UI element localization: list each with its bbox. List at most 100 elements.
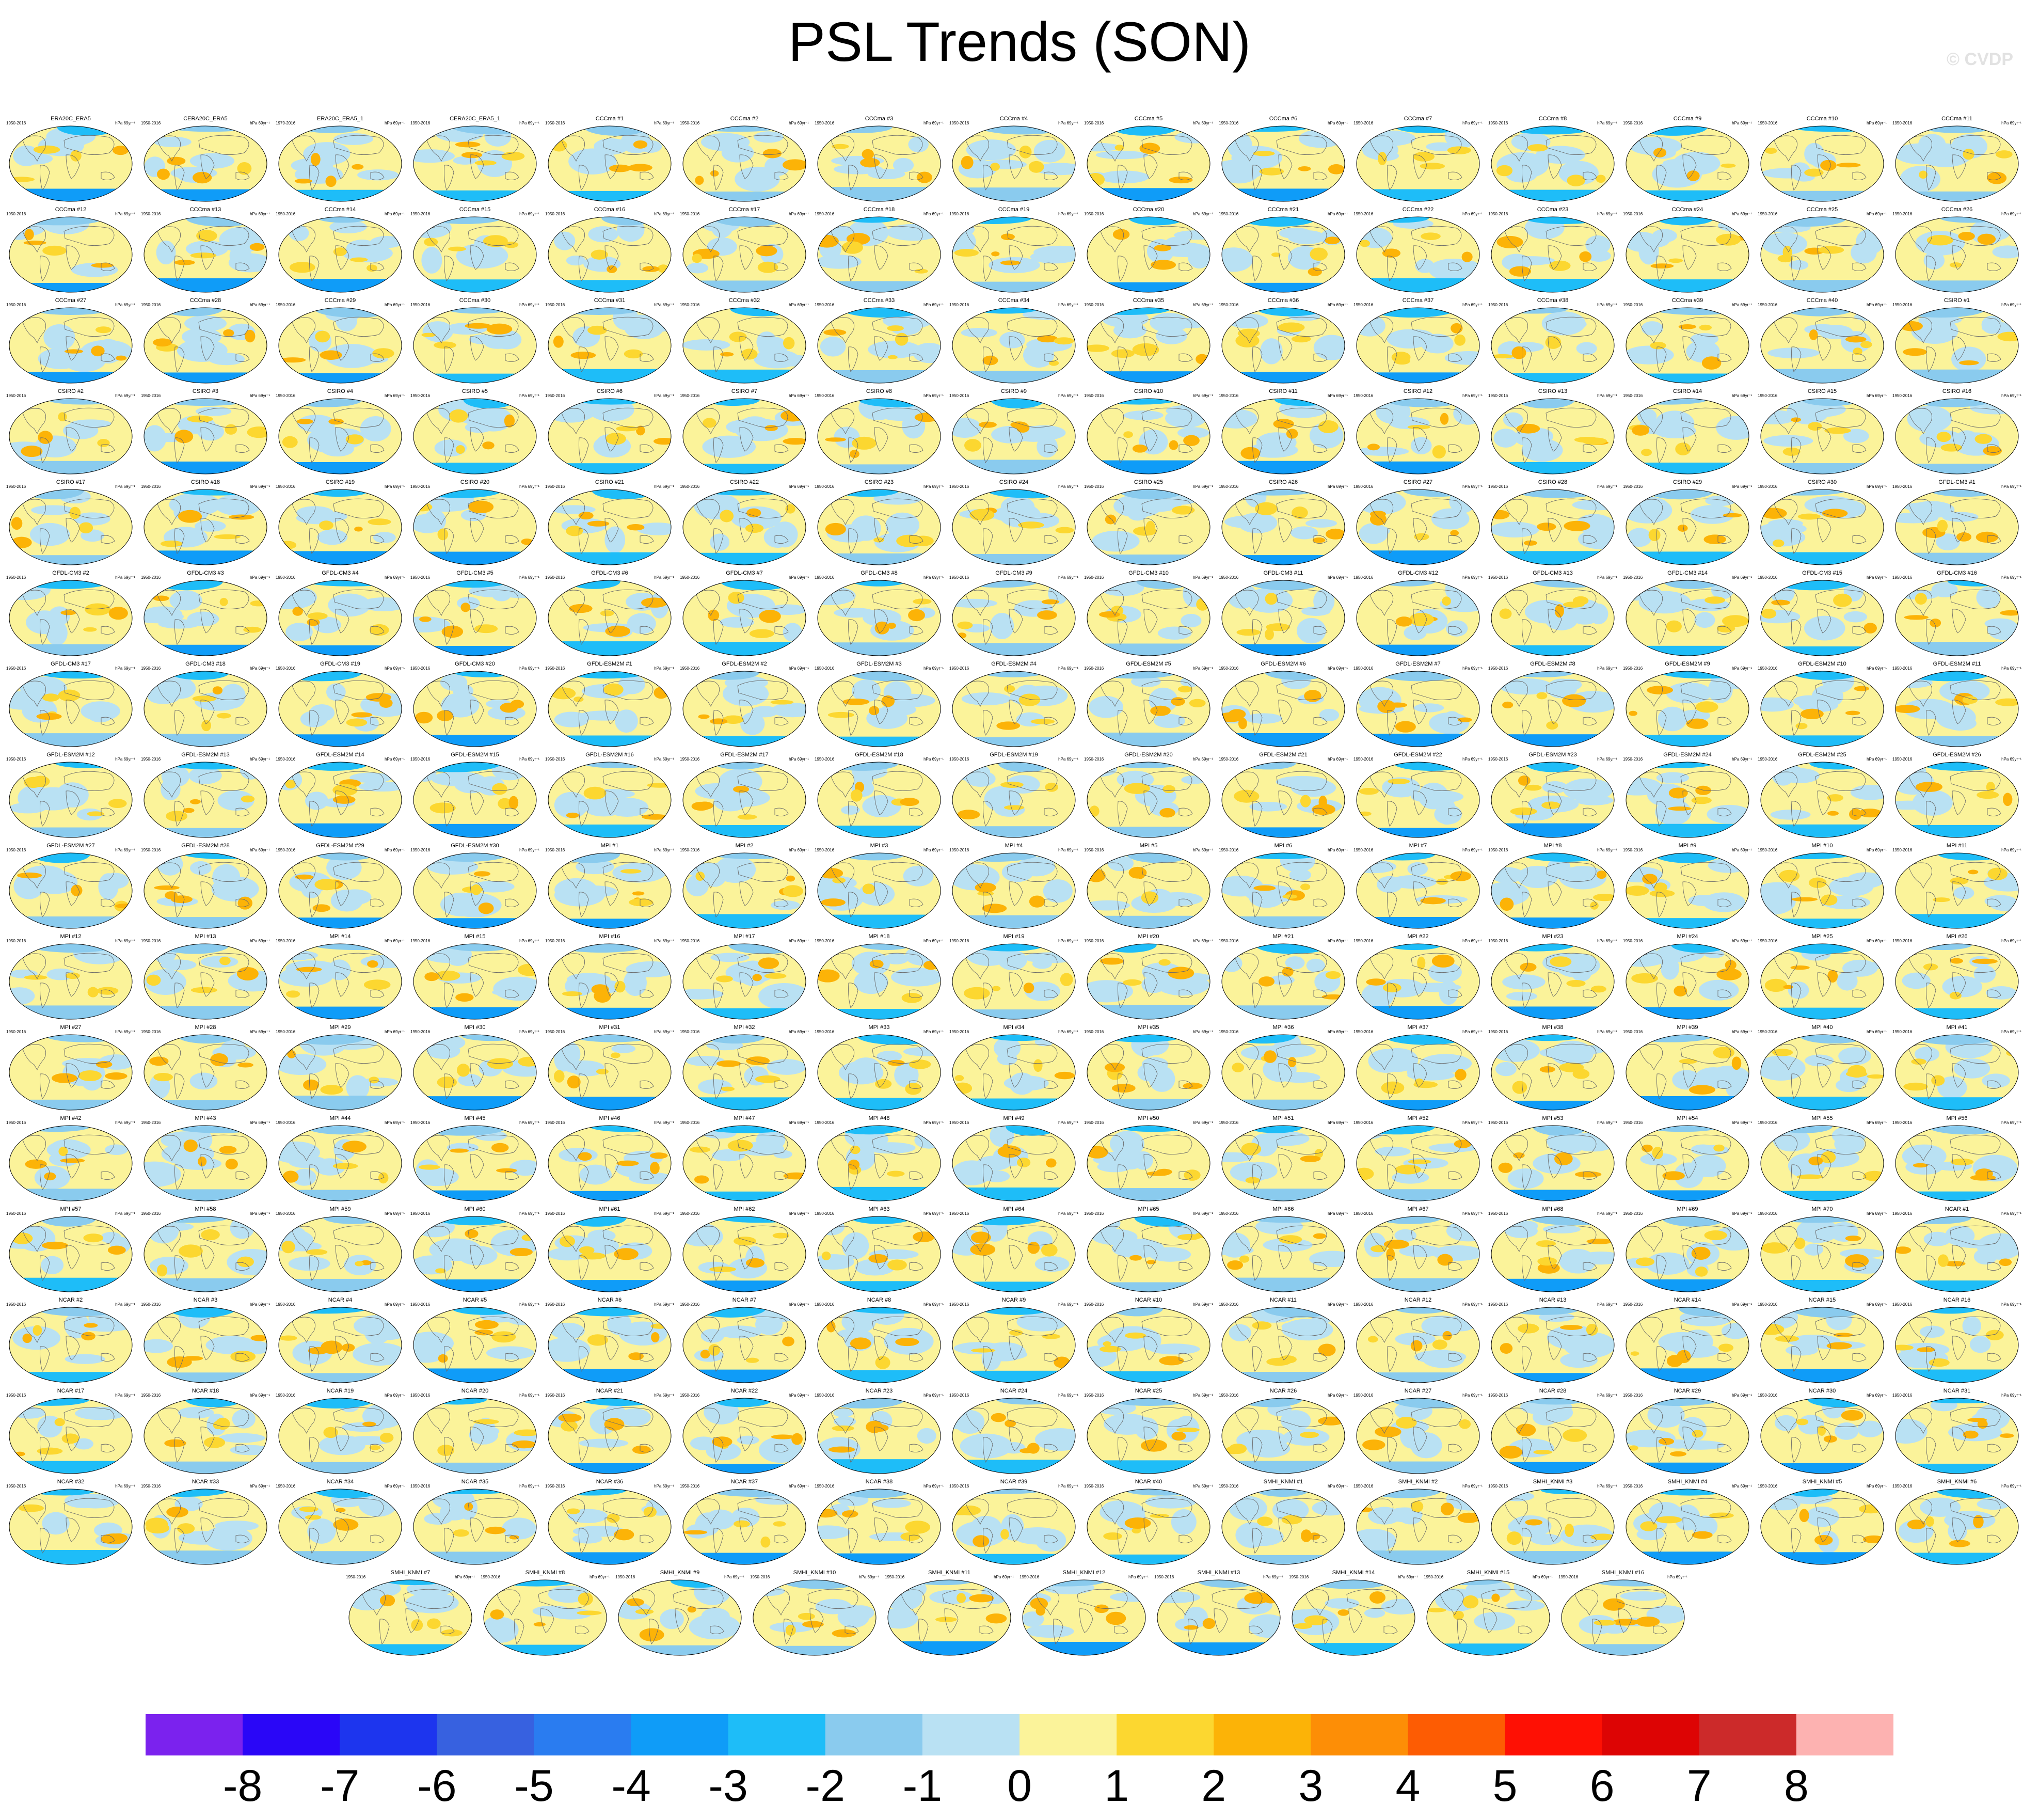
trend-blob: [413, 1096, 536, 1110]
coastline: [444, 437, 454, 463]
trend-blob: [1087, 1005, 1210, 1019]
map-panel: MPI #18 1950-2016 hPa 69yr⁻¹: [814, 932, 945, 1023]
trend-blob: [961, 692, 1011, 706]
trend-blob: [757, 261, 778, 273]
trend-blob: [325, 344, 378, 368]
trend-blob: [818, 1098, 941, 1110]
trend-blob: [1496, 165, 1513, 177]
panel-years: 1950-2016: [410, 212, 431, 216]
map-panel: MPI #19 1950-2016 hPa 69yr⁻¹: [948, 932, 1079, 1023]
trend-blob: [1574, 437, 1601, 443]
trend-map: [817, 1398, 941, 1474]
trend-blob: [230, 1351, 256, 1363]
coastline: [470, 245, 484, 270]
trend-blob: [1357, 490, 1406, 515]
trend-blob: [1721, 1323, 1749, 1339]
trend-map: [682, 943, 806, 1020]
trend-blob: [574, 399, 648, 405]
trend-blob: [1641, 449, 1652, 456]
trend-map: [1221, 307, 1345, 384]
coastline: [1448, 262, 1462, 271]
trend-blob: [1308, 267, 1322, 276]
coastline: [335, 245, 349, 270]
trend-map: [1221, 852, 1345, 929]
trend-blob: [1666, 1355, 1683, 1367]
trend-blob: [728, 592, 744, 604]
trend-blob: [1808, 422, 1822, 431]
trend-blob: [1721, 163, 1736, 168]
trend-blob: [1266, 623, 1291, 631]
trend-blob: [83, 1233, 104, 1243]
map-panel: MPI #62 1950-2016 hPa 69yr⁻¹: [679, 1205, 810, 1296]
map-panel: MPI #67 1950-2016 hPa 69yr⁻¹: [1352, 1205, 1484, 1296]
trend-blob: [1768, 519, 1803, 528]
trend-blob: [24, 229, 34, 241]
trend-blob: [841, 308, 927, 318]
trend-blob: [1426, 142, 1455, 151]
panel-units: hPa 69yr⁻¹: [923, 393, 944, 398]
trend-blob: [1658, 1332, 1706, 1353]
trend-blob: [1297, 618, 1326, 644]
panel-title: CERA20C_ERA5: [183, 116, 228, 122]
trend-blob: [969, 509, 995, 521]
coastline: [1178, 171, 1193, 180]
trend-blob: [773, 1150, 792, 1159]
map-panel: CSIRO #2 1950-2016 hPa 69yr⁻¹: [5, 387, 136, 478]
trend-blob: [279, 1278, 402, 1292]
coastline: [1413, 154, 1427, 179]
trend-blob: [1253, 885, 1276, 891]
trend-blob: [174, 430, 194, 444]
trend-blob: [1845, 1236, 1861, 1242]
trend-blob: [1300, 795, 1311, 808]
trend-blob: [720, 352, 734, 357]
trend-blob: [850, 789, 863, 802]
coastline: [1639, 226, 1663, 253]
trend-map: [278, 671, 402, 747]
trend-blob: [826, 1321, 836, 1333]
trend-blob: [1222, 916, 1345, 928]
trend-blob: [1503, 412, 1523, 428]
trend-blob: [1087, 900, 1130, 911]
trend-blob: [1395, 1164, 1421, 1175]
trend-blob: [416, 1159, 440, 1181]
trend-blob: [620, 869, 642, 874]
coastline: [40, 437, 50, 463]
trend-blob: [633, 140, 648, 149]
trend-blob: [702, 435, 756, 458]
panel-units: hPa 69yr⁻¹: [1462, 212, 1483, 216]
trend-blob: [1904, 615, 1929, 620]
coastline: [1387, 165, 1397, 191]
trend-blob: [1668, 787, 1688, 799]
coastline: [1009, 154, 1023, 179]
trend-map: [9, 216, 133, 293]
trend-blob: [1666, 682, 1712, 704]
trend-blob: [174, 260, 195, 265]
trend-blob: [87, 987, 99, 998]
trend-blob: [1252, 1321, 1272, 1330]
trend-map: [1087, 852, 1210, 929]
map-panel: CCCma #36 1950-2016 hPa 69yr⁻¹: [1218, 296, 1349, 387]
trend-map: [413, 1125, 537, 1201]
trend-blob: [1691, 1246, 1711, 1260]
trend-blob: [868, 1254, 888, 1263]
trend-blob: [78, 1070, 102, 1082]
map-panel: MPI #42 1950-2016 hPa 69yr⁻¹: [5, 1114, 136, 1205]
map-panel: CCCma #29 1950-2016 hPa 69yr⁻¹: [275, 296, 406, 387]
trend-map: [1221, 1307, 1345, 1383]
panel-title: CCCma #18: [863, 207, 895, 213]
map-border: [817, 216, 941, 293]
coastline: [1852, 262, 1867, 271]
trend-map: [413, 580, 537, 656]
trend-blob: [1895, 280, 2018, 292]
panel-units: hPa 69yr⁻¹: [2001, 303, 2021, 307]
map-panel: CSIRO #6 1950-2016 hPa 69yr⁻¹: [544, 387, 675, 478]
trend-blob: [1222, 1005, 1345, 1019]
map-panel: MPI #57 1950-2016 hPa 69yr⁻¹: [5, 1205, 136, 1296]
trend-blob: [1300, 1155, 1321, 1162]
trend-blob: [1626, 735, 1749, 747]
trend-blob: [1222, 372, 1345, 383]
trend-blob: [1837, 971, 1858, 991]
trend-blob: [1963, 148, 1974, 160]
trend-blob: [735, 166, 780, 192]
trend-blob: [1716, 624, 1735, 632]
